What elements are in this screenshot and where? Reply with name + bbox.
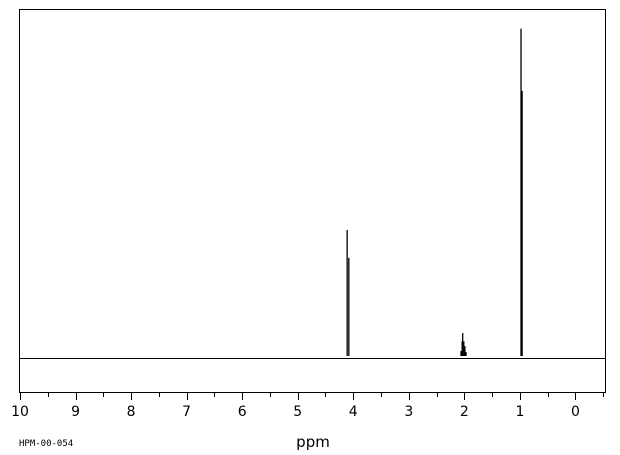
- tick-label: 4: [349, 404, 358, 420]
- spectrum-id-label: HPM-00-054: [19, 439, 73, 449]
- spectrum-peaks: [346, 28, 523, 356]
- tick-label: 7: [182, 404, 191, 420]
- tick-label: 10: [11, 404, 29, 420]
- tick-label: 1: [515, 404, 524, 420]
- x-axis-ticks: [20, 392, 604, 400]
- tick-label: 9: [71, 404, 80, 420]
- tick-label: 0: [571, 404, 580, 420]
- tick-label: 5: [293, 404, 302, 420]
- tick-label: 3: [404, 404, 413, 420]
- x-axis-tick-labels: 10 9 8 7 6 5 4 3 2 1 0: [11, 404, 580, 420]
- tick-label: 8: [127, 404, 136, 420]
- tick-label: 6: [238, 404, 247, 420]
- plot-frame: [19, 9, 606, 393]
- x-axis-label: ppm: [296, 433, 330, 451]
- tick-label: 2: [460, 404, 469, 420]
